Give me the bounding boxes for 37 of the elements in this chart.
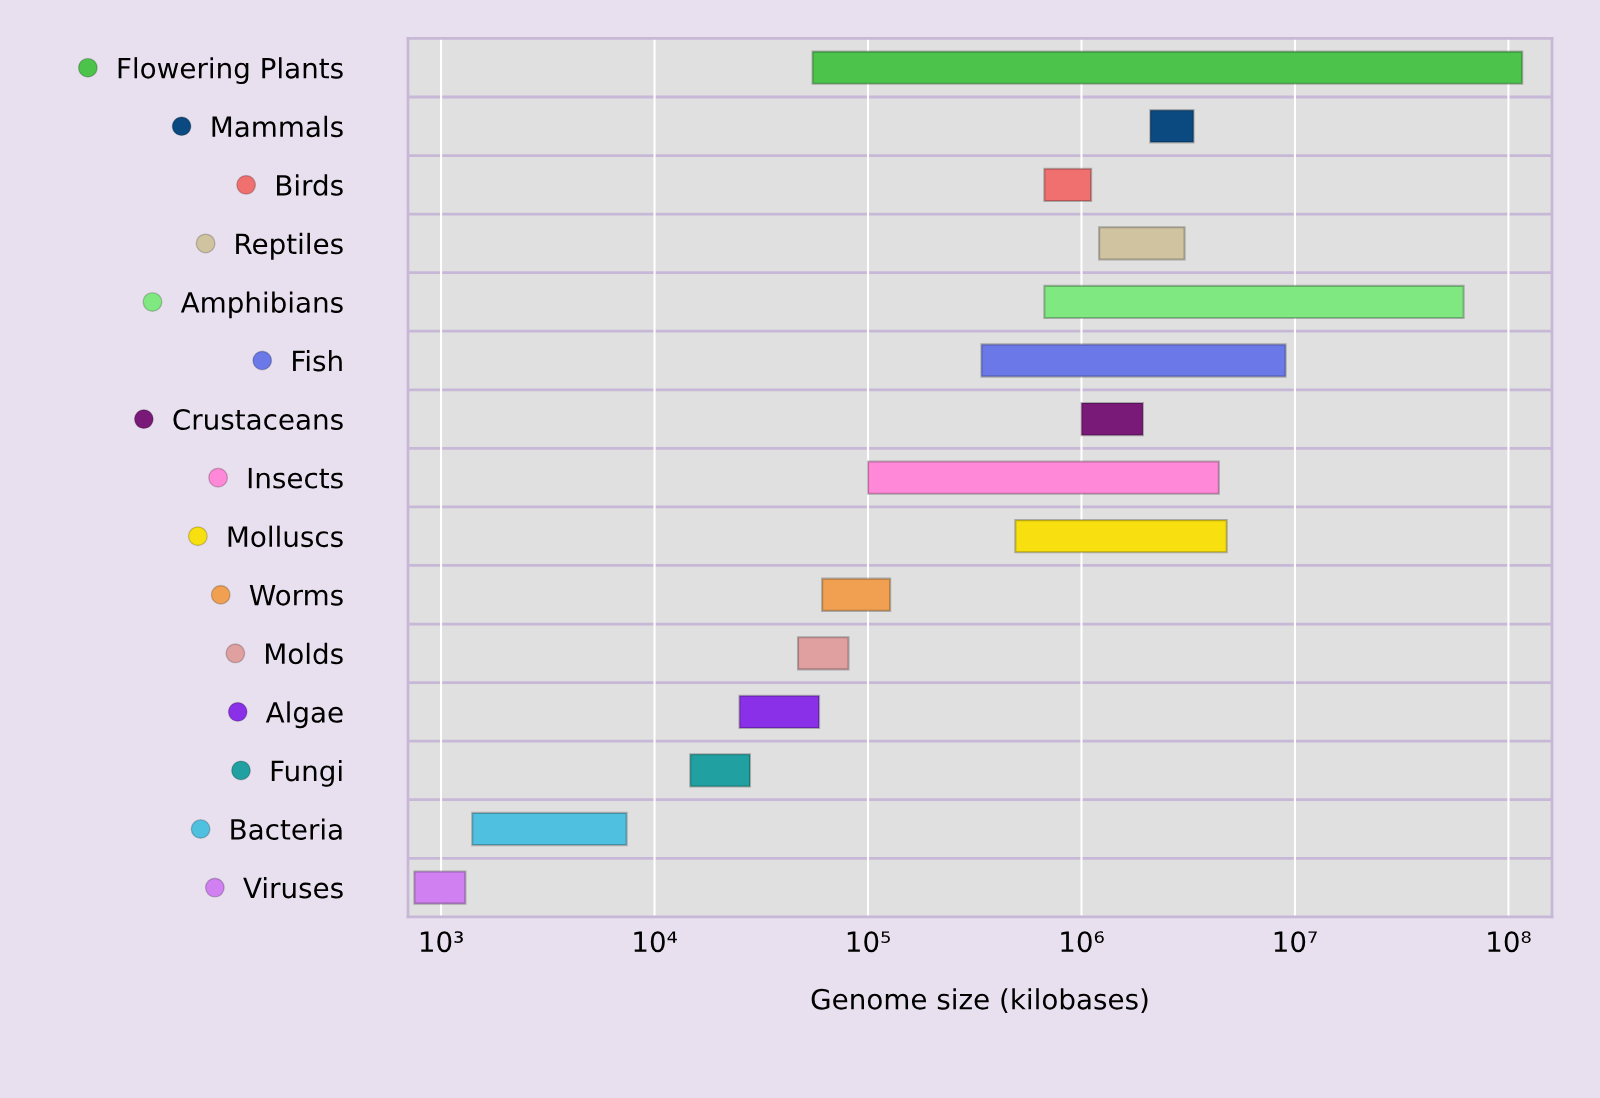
bar (811, 50, 1524, 85)
y-tick-label: Fungi (271, 759, 342, 787)
bar (980, 343, 1287, 378)
y-tick-label: Algae (265, 701, 343, 729)
y-tick-label: Reptiles (236, 232, 343, 260)
y-tick-label: Mammals (212, 115, 343, 138)
bar (738, 694, 821, 730)
y-tick-label: Birds (277, 174, 343, 196)
bar (1043, 284, 1465, 320)
bar (471, 811, 628, 847)
bar (1098, 226, 1186, 261)
x-tick-label: 10⁸ (1488, 931, 1531, 953)
x-tick-label: 10⁷ (1274, 931, 1317, 953)
bar (1043, 167, 1093, 202)
bar (1149, 109, 1195, 144)
y-tick-label: Fish (293, 349, 342, 372)
bar (866, 460, 1220, 495)
y-tick-label: Molluscs (228, 525, 343, 548)
bar (1080, 401, 1144, 437)
y-tick-label: Insects (248, 467, 343, 489)
bar (821, 577, 892, 612)
y-tick-label: Flowering Plants (118, 57, 343, 85)
x-tick-label: 10³ (420, 931, 463, 953)
x-tick-label: 10⁶ (1061, 931, 1104, 953)
bar (1014, 519, 1228, 554)
y-tick-label: Amphibians (180, 291, 343, 319)
x-tick-label: 10⁴ (634, 931, 677, 953)
y-tick-label: Viruses (243, 877, 343, 899)
bar (413, 870, 467, 905)
bar (796, 636, 850, 671)
y-tick-label: Crustaceans (173, 409, 343, 431)
x-tick-label: 10⁵ (847, 931, 890, 953)
x-axis-title: Genome size (kilobases) (811, 988, 1148, 1013)
y-tick-label: Worms (249, 585, 343, 606)
y-tick-label: Molds (266, 642, 343, 665)
y-tick-label: Bacteria (231, 818, 342, 840)
bar (689, 753, 752, 788)
